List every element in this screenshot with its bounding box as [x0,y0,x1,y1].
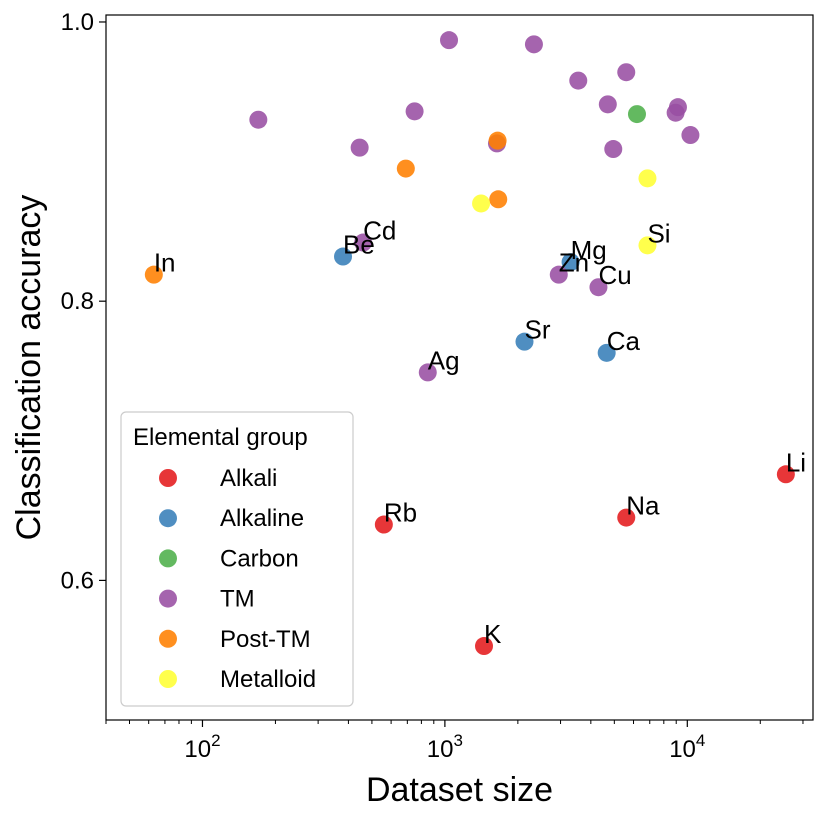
legend-label: Metalloid [220,666,316,693]
data-point [515,332,534,351]
data-point [627,105,646,124]
legend-entries: Alkali Alkaline Carbon TM Post-TM Metalloid [159,465,316,693]
data-point [405,102,424,121]
x-tick-base: 10 [427,736,454,763]
point-label: Ca [607,326,641,356]
data-point [488,131,507,150]
point-label: Cu [598,260,631,290]
data-point [440,31,459,50]
x-tick-exponent: 2 [211,731,220,750]
data-point [598,95,617,114]
data-point [334,247,353,266]
point-label: Be [343,230,375,260]
data-point [350,138,369,157]
point-labels-layer: Li Na K Rb Be Mg Ca Sr Cd Ag Zn Cu In Si [154,216,806,649]
data-point [561,253,580,272]
x-axis: 102 103 104 [105,720,804,763]
point-label: Na [626,491,660,521]
data-point [475,637,494,656]
x-tick-exponent: 3 [454,731,463,750]
x-tick-label: 102 [184,731,220,763]
data-point [249,110,268,129]
x-tick-base: 10 [669,736,696,763]
x-axis-label: Dataset size [366,771,553,809]
data-point [597,343,616,362]
legend: Elemental group Alkali Alkaline Carbon TM Po… [120,411,354,707]
data-point [489,190,508,209]
x-tick-label: 104 [669,731,705,763]
legend-marker [159,589,177,608]
legend-label: Carbon [220,545,299,572]
data-point [776,465,795,484]
x-tick-exponent: 4 [696,731,705,750]
point-label: Li [786,447,806,477]
y-tick-label: 0.8 [61,288,94,315]
legend-box [120,411,354,707]
point-label: Mg [571,235,607,265]
data-point [638,236,657,255]
data-point [374,515,393,534]
legend-marker [159,549,177,568]
point-label: Cd [363,216,396,246]
plot-frame [105,14,814,721]
data-point [354,233,373,252]
data-point [472,194,491,213]
y-tick-label: 0.6 [61,567,94,594]
data-point [144,265,163,284]
legend-title: Elemental group [133,424,308,451]
y-tick-label: 1.0 [61,9,94,36]
x-tick-base: 10 [184,736,211,763]
x-tick-label: 103 [427,731,463,763]
point-label: Sr [524,315,550,345]
point-label: Rb [384,498,417,528]
legend-marker [159,469,177,487]
point-label: Zn [559,248,589,278]
legend-label: TM [220,586,255,613]
legend-label: Alkali [220,465,277,492]
data-point [549,265,568,284]
data-point [638,169,657,188]
point-label: K [484,619,502,649]
data-point [681,126,700,145]
data-point [396,159,415,178]
y-axis: 0.6 0.8 1.0 [61,9,106,594]
legend-marker [159,670,177,688]
legend-marker [159,509,177,528]
y-axis-label: Classification accuracy [10,195,48,541]
data-point [604,140,623,159]
legend-label: Post-TM [220,626,311,653]
data-point [668,98,687,117]
point-label: Si [647,218,670,248]
data-point [524,35,543,54]
points-layer [144,31,795,656]
data-point [569,71,588,90]
data-point [418,363,437,382]
data-point [617,63,636,82]
data-point [589,278,608,297]
point-label: Ag [428,345,460,375]
legend-label: Alkaline [220,505,304,532]
legend-marker [159,629,177,648]
point-label: In [154,248,176,278]
data-point [617,508,636,527]
